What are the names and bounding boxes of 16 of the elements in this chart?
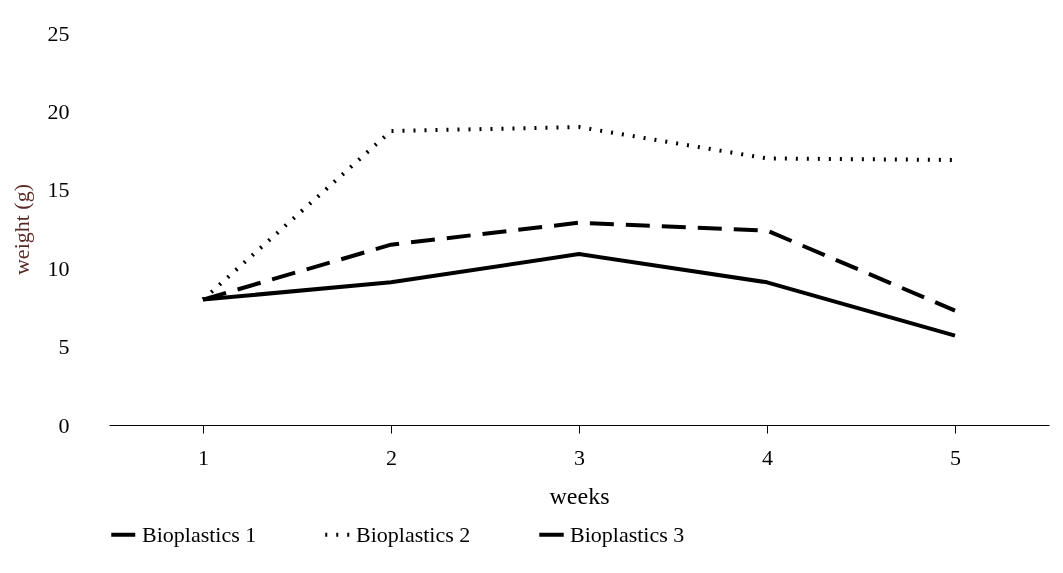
legend-label: Bioplastics 2: [356, 521, 471, 547]
y-tick-label: 15: [47, 177, 70, 203]
y-tick-label: 0: [58, 412, 70, 438]
x-axis-title: weeks: [549, 482, 610, 509]
x-tick-label: 4: [762, 444, 773, 470]
legend-label: Bioplastics 1: [142, 521, 257, 547]
y-tick-label: 10: [47, 255, 70, 281]
x-tick-label: 1: [198, 444, 209, 470]
y-tick-label: 25: [47, 20, 70, 46]
x-tick-label: 2: [386, 444, 397, 470]
legend-label: Bioplastics 3: [570, 521, 685, 547]
x-tick-label: 3: [574, 444, 585, 470]
y-tick-label: 5: [58, 334, 70, 360]
y-axis-title: weight (g): [8, 183, 34, 276]
y-tick-label: 20: [47, 98, 70, 124]
x-tick-label: 5: [950, 444, 961, 470]
